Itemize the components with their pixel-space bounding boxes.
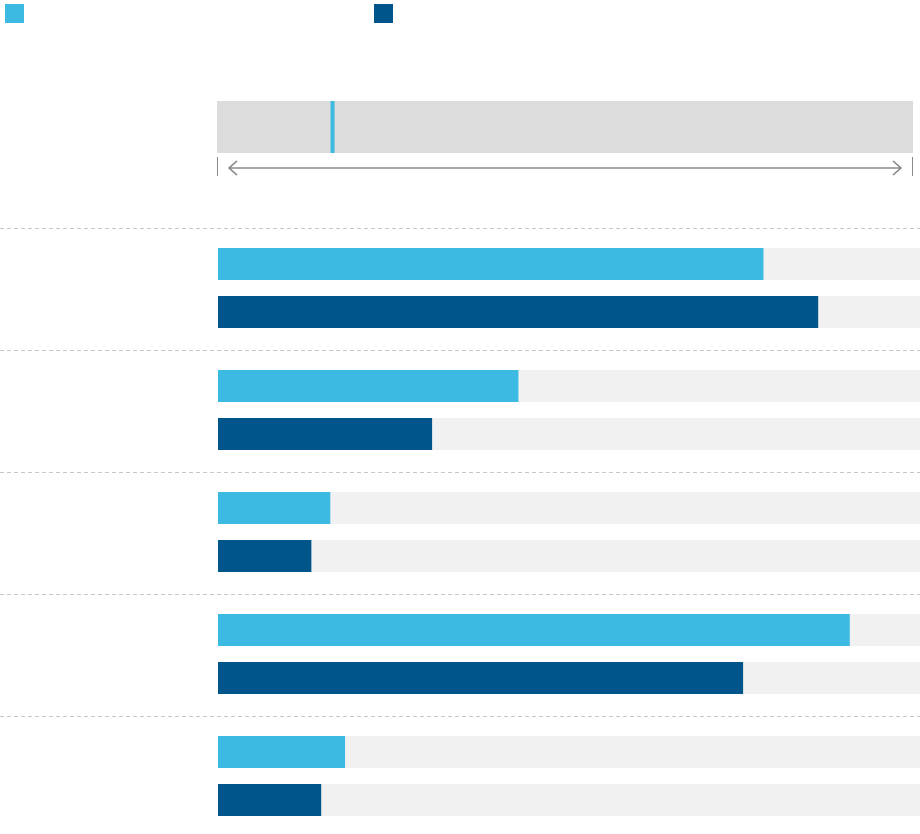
bar-track	[218, 540, 920, 572]
bar-group-5-series-2	[218, 784, 322, 816]
arrow-right-icon	[892, 160, 903, 176]
bar-group-2-series-1	[218, 370, 519, 402]
bar-group-2-series-2	[218, 418, 433, 450]
bar-track	[218, 492, 920, 524]
range-marker	[330, 101, 335, 153]
bar-group-3-series-2	[218, 540, 312, 572]
bar-group-1-series-2	[218, 296, 819, 328]
bar-group-5-series-1	[218, 736, 346, 768]
arrow-left-icon	[227, 160, 238, 176]
legend-swatch-series-2	[374, 4, 393, 23]
bar-group-1-series-1	[218, 248, 764, 280]
bar-group-4-series-2	[218, 662, 744, 694]
bar-track	[218, 784, 920, 816]
bars-layer	[0, 228, 920, 816]
range-box	[217, 101, 913, 153]
legend-swatch-series-1	[5, 4, 24, 23]
bar-group-3-series-1	[218, 492, 331, 524]
bar-group-4-series-1	[218, 614, 850, 646]
range-indicator	[217, 101, 913, 176]
